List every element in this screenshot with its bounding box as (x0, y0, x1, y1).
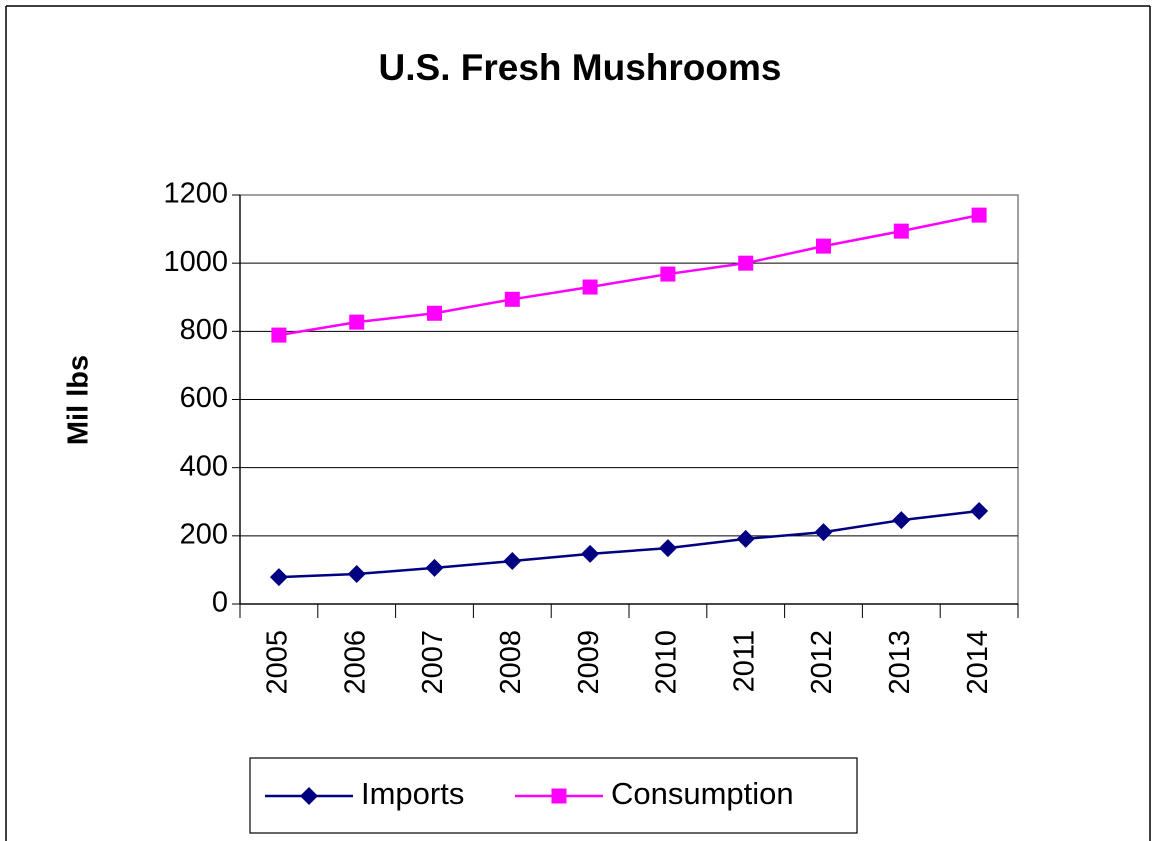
data-point (503, 552, 522, 571)
data-point (893, 223, 909, 239)
y-tick-label: 600 (180, 382, 228, 414)
data-point (736, 529, 755, 548)
y-tick-label: 0 (212, 587, 228, 619)
data-point (427, 305, 442, 321)
y-tick-label: 1000 (163, 246, 228, 278)
data-point (349, 314, 365, 330)
x-tick-label: 2010 (651, 630, 683, 695)
legend-marker (300, 787, 318, 805)
x-tick-label: 2008 (495, 630, 527, 695)
data-point (347, 565, 366, 584)
series-line (278, 509, 980, 579)
x-tick-label: 2011 (728, 630, 760, 692)
y-tick-label: 1200 (163, 178, 228, 210)
x-tick-label: 2013 (884, 630, 916, 695)
x-tick-label: 2007 (417, 630, 449, 695)
data-point (582, 279, 598, 295)
data-point (738, 255, 754, 271)
legend-label: Consumption (611, 776, 794, 811)
data-point (892, 511, 911, 530)
chart-title: U.S. Fresh Mushrooms (379, 47, 782, 88)
data-point (581, 544, 600, 563)
data-point (658, 539, 677, 558)
x-tick-label: 2009 (573, 630, 605, 695)
x-tick-label: 2014 (962, 630, 994, 695)
x-tick-label: 2005 (262, 630, 294, 695)
legend-label: Imports (361, 776, 464, 811)
y-axis-label: Mil lbs (63, 355, 95, 445)
x-tick-label: 2006 (339, 630, 371, 695)
data-point (271, 327, 287, 343)
x-tick-label: 2012 (806, 630, 838, 695)
series-line (278, 213, 980, 337)
data-point (970, 501, 989, 520)
data-point (504, 291, 520, 307)
data-point (425, 558, 444, 577)
legend-marker (551, 788, 567, 804)
data-point (269, 568, 288, 587)
y-tick-label: 200 (180, 518, 228, 550)
data-point (814, 523, 833, 542)
data-point (971, 207, 987, 223)
y-tick-label: 400 (180, 450, 228, 482)
y-tick-label: 800 (180, 314, 228, 346)
data-point (660, 266, 676, 282)
data-point (816, 238, 831, 254)
